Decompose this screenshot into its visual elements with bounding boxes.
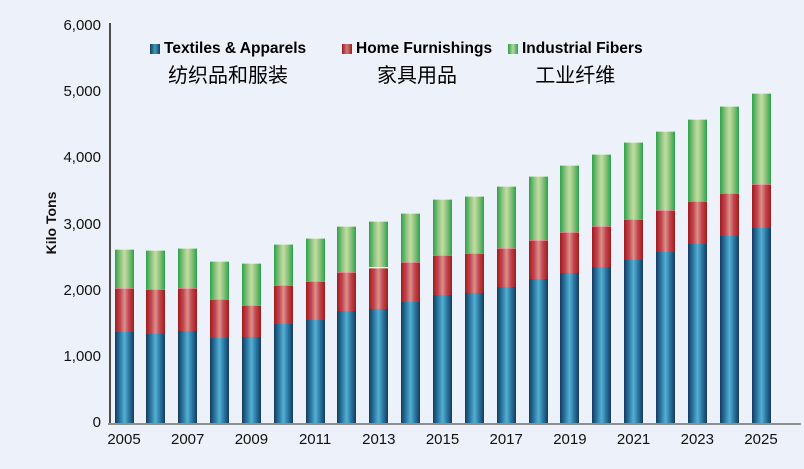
x-tick-label: 2017 — [489, 431, 523, 448]
legend-label-textiles: Textiles & Apparels — [164, 40, 307, 57]
bar-segment-industrial-fibers — [210, 260, 230, 299]
y-axis-line — [109, 23, 111, 424]
bar-segment-home-furnishings — [592, 226, 612, 267]
bar-segment-industrial-fibers — [401, 213, 421, 263]
bar-segment-industrial-fibers — [624, 142, 644, 219]
bar-segment-textiles-apparels — [273, 324, 293, 423]
legend-label-home-furnishings-zh: 家具用品 — [377, 65, 458, 87]
bar-segment-home-furnishings — [241, 305, 261, 337]
bar-segment-home-furnishings — [528, 239, 548, 280]
bar-segment-textiles-apparels — [146, 333, 166, 423]
bar-segment-textiles-apparels — [464, 292, 484, 423]
x-tick-label: 2009 — [234, 431, 269, 448]
legend-item-home-furnishings: Home Furnishings 家具用品 — [342, 40, 492, 88]
bar-segment-industrial-fibers — [433, 199, 452, 255]
textiles-swatch-icon — [150, 44, 160, 54]
bar-segment-home-furnishings — [369, 267, 389, 309]
bar-segment-textiles-apparels — [528, 279, 548, 423]
bar-segment-home-furnishings — [210, 298, 230, 338]
x-tick-label: 2023 — [680, 431, 714, 448]
bar-segment-textiles-apparels — [624, 259, 644, 423]
bar-segment-industrial-fibers — [687, 119, 707, 202]
y-tick-label: 5,000 — [63, 83, 101, 101]
bar-segment-textiles-apparels — [401, 301, 421, 423]
y-tick-label: 6,000 — [63, 17, 101, 34]
bar-segment-home-furnishings — [687, 201, 707, 244]
bar-segment-industrial-fibers — [178, 248, 198, 288]
bar-segment-home-furnishings — [146, 289, 166, 334]
bar-segment-home-furnishings — [464, 252, 484, 293]
bar-segment-textiles-apparels — [178, 331, 198, 423]
bar-segment-home-furnishings — [655, 209, 675, 253]
bar-segment-home-furnishings — [433, 254, 452, 295]
bar-segment-industrial-fibers — [655, 131, 675, 210]
x-axis-line — [108, 423, 801, 425]
bar-segment-textiles-apparels — [369, 308, 389, 423]
bar-segment-industrial-fibers — [464, 196, 484, 253]
home-furnishings-swatch-icon — [342, 44, 352, 54]
bar-segment-home-furnishings — [305, 280, 325, 320]
bar-segment-textiles-apparels — [114, 332, 134, 423]
bar-segment-textiles-apparels — [592, 266, 612, 423]
bar-segment-industrial-fibers — [592, 153, 612, 227]
bar-segment-industrial-fibers — [496, 186, 516, 248]
legend-label-textiles-zh: 纺织品和服装 — [168, 65, 289, 87]
bar-segment-home-furnishings — [178, 288, 198, 332]
bar-segment-textiles-apparels — [210, 337, 230, 423]
legend-label-industrial-fibers-zh: 工业纤维 — [535, 65, 616, 87]
bar-segment-home-furnishings — [560, 232, 580, 274]
y-tick-label: 2,000 — [63, 281, 101, 299]
x-tick-label: 2013 — [362, 431, 396, 448]
bar-segment-textiles-apparels — [337, 311, 357, 423]
bar-segment-textiles-apparels — [305, 319, 325, 423]
bar-segment-industrial-fibers — [369, 220, 389, 268]
bar-segment-textiles-apparels — [655, 252, 675, 423]
x-tick-label: 2021 — [616, 431, 651, 448]
bar-segment-industrial-fibers — [337, 225, 357, 273]
bar-segment-industrial-fibers — [273, 243, 293, 286]
x-tick-label: 2011 — [298, 431, 332, 448]
bar-segment-home-furnishings — [337, 272, 357, 312]
bar-segment-industrial-fibers — [305, 237, 325, 281]
bar-segment-textiles-apparels — [751, 227, 771, 423]
x-tick-label: 2007 — [171, 431, 205, 448]
bar-segment-industrial-fibers — [751, 93, 771, 185]
bar-segment-industrial-fibers — [114, 248, 134, 288]
legend-item-industrial-fibers: Industrial Fibers 工业纤维 — [508, 40, 643, 88]
bar-segment-textiles-apparels — [687, 243, 707, 423]
x-tick-label: 2015 — [425, 431, 460, 448]
bar-segment-textiles-apparels — [433, 294, 452, 423]
bar-segment-industrial-fibers — [719, 106, 739, 194]
bar-segment-textiles-apparels — [560, 273, 580, 423]
bar-segment-home-furnishings — [273, 285, 293, 325]
legend-item-textiles: Textiles & Apparels 纺织品和服装 — [150, 40, 306, 88]
bar-segment-home-furnishings — [401, 262, 421, 302]
bar-segment-industrial-fibers — [241, 262, 261, 306]
industrial-fibers-swatch-icon — [508, 44, 518, 54]
x-tick-label: 2019 — [553, 431, 587, 448]
y-tick-label: 1,000 — [63, 347, 101, 365]
bar-segment-home-furnishings — [114, 288, 134, 333]
y-tick-label: 3,000 — [63, 215, 101, 233]
legend: Textiles & Apparels 纺织品和服装 Home Furnishi… — [0, 40, 804, 88]
legend-label-home-furnishings: Home Furnishings — [356, 40, 493, 57]
bar-segment-textiles-apparels — [496, 286, 516, 423]
bar-segment-home-furnishings — [624, 218, 644, 260]
bar-segment-home-furnishings — [719, 193, 739, 237]
bar-segment-textiles-apparels — [241, 336, 261, 423]
y-tick-label: 0 — [92, 414, 101, 431]
bar-segment-industrial-fibers — [560, 164, 580, 233]
bar-segment-home-furnishings — [751, 184, 771, 228]
bar-segment-home-furnishings — [496, 247, 516, 287]
bar-segment-textiles-apparels — [719, 236, 739, 423]
x-tick-label: 2005 — [107, 431, 141, 448]
bar-segment-industrial-fibers — [146, 250, 166, 290]
bar-segment-industrial-fibers — [528, 176, 548, 240]
legend-label-industrial-fibers: Industrial Fibers — [522, 40, 643, 57]
y-tick-label: 4,000 — [63, 149, 101, 167]
x-tick-label: 2025 — [744, 431, 778, 448]
